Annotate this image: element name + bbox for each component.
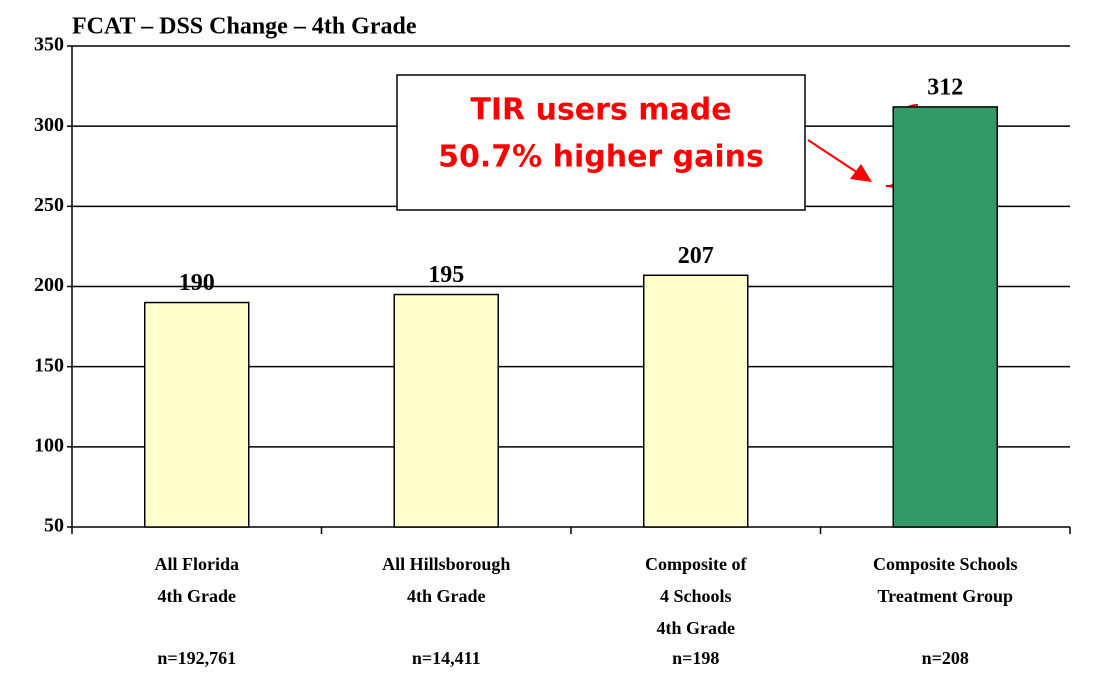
value-label: 207 bbox=[678, 243, 714, 269]
y-tick-label: 300 bbox=[34, 114, 64, 136]
annotation: 50.7% higher gains bbox=[438, 140, 764, 175]
bar bbox=[892, 106, 998, 528]
annotation-box bbox=[396, 74, 806, 211]
y-tick-label: 150 bbox=[34, 354, 64, 376]
y-tick-label: 50 bbox=[44, 515, 64, 537]
y-tick-label: 350 bbox=[34, 34, 64, 56]
x-tick-label: 4 Schools bbox=[660, 586, 732, 606]
x-tick-label: Treatment Group bbox=[878, 586, 1014, 606]
x-tick-label: 4th Grade bbox=[657, 618, 736, 638]
y-tick-label: 250 bbox=[34, 194, 64, 216]
value-label: 195 bbox=[428, 262, 464, 288]
x-tick-label: Composite Schools bbox=[873, 554, 1018, 574]
value-label: 312 bbox=[927, 74, 963, 100]
y-tick-label: 200 bbox=[34, 274, 64, 296]
n-label: n=198 bbox=[672, 648, 719, 668]
y-tick-label: 100 bbox=[34, 434, 64, 456]
n-label: n=208 bbox=[922, 648, 969, 668]
bar bbox=[393, 293, 499, 528]
x-tick-label: All Hillsborough bbox=[382, 554, 510, 574]
n-label: n=14,411 bbox=[412, 648, 481, 668]
arrow-head bbox=[850, 164, 872, 182]
x-tick-label: All Florida bbox=[155, 554, 240, 574]
x-tick-label: 4th Grade bbox=[407, 586, 486, 606]
bar bbox=[144, 301, 250, 528]
bar bbox=[643, 274, 749, 528]
chart-title: FCAT – DSS Change – 4th Grade bbox=[72, 14, 417, 40]
arrow bbox=[807, 139, 859, 174]
n-label: n=192,761 bbox=[157, 648, 236, 668]
x-tick-label: Composite of bbox=[645, 554, 747, 574]
value-label: 190 bbox=[179, 270, 215, 296]
annotation: TIR users made bbox=[470, 93, 731, 128]
x-tick-label: 4th Grade bbox=[158, 586, 237, 606]
